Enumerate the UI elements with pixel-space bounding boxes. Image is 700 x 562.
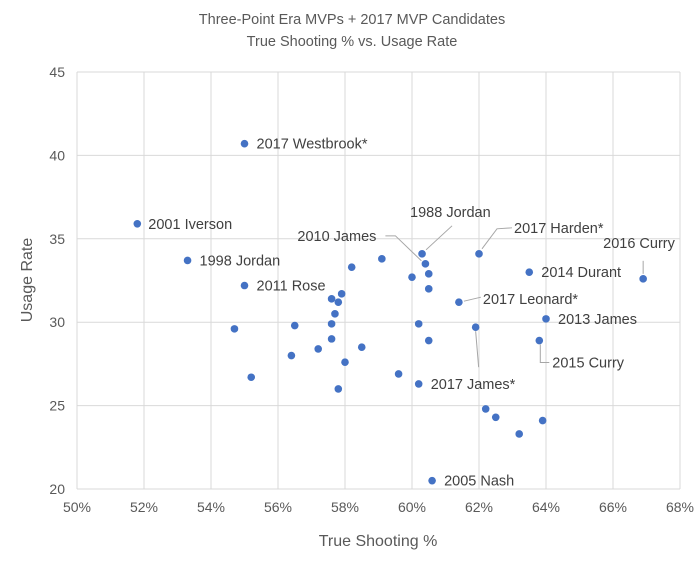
- data-point: [475, 250, 483, 258]
- data-point: [542, 315, 550, 323]
- point-label: 2015 Curry: [552, 356, 624, 372]
- data-point: [240, 139, 249, 148]
- x-tick-label: 66%: [599, 499, 627, 515]
- data-point: [424, 285, 433, 293]
- point-label: 2016 Curry: [603, 236, 675, 252]
- data-point: [428, 476, 436, 485]
- data-point: [378, 255, 386, 263]
- point-label: 2017 Leonard*: [483, 292, 578, 308]
- data-point: [414, 320, 423, 328]
- data-point: [421, 260, 430, 268]
- data-point: [314, 345, 323, 353]
- data-point: [240, 281, 249, 290]
- x-tick-label: 68%: [666, 499, 694, 515]
- y-axis-label: Usage Rate: [19, 238, 36, 323]
- x-tick-label: 50%: [63, 499, 91, 515]
- y-tick-label: 35: [49, 231, 65, 247]
- chart-subtitle: True Shooting % vs. Usage Rate: [247, 34, 458, 50]
- data-point: [327, 295, 336, 303]
- data-point: [424, 270, 433, 278]
- point-label: 2011 Rose: [257, 279, 326, 295]
- data-point: [334, 385, 343, 393]
- point-label: 2017 Westbrook*: [257, 137, 368, 153]
- x-tick-label: 64%: [532, 499, 560, 515]
- data-point: [334, 298, 343, 306]
- x-tick-label: 62%: [465, 499, 493, 515]
- data-point: [331, 310, 339, 318]
- x-axis-label: True Shooting %: [319, 533, 438, 550]
- x-tick-label: 52%: [130, 499, 158, 515]
- point-label: 2017 James*: [431, 377, 516, 393]
- data-point: [133, 219, 142, 228]
- data-point: [337, 290, 346, 298]
- data-point: [341, 358, 349, 367]
- point-label: 2017 Harden*: [514, 221, 604, 237]
- label-leader-line: [481, 227, 513, 250]
- data-point: [535, 336, 544, 345]
- data-point: [183, 256, 192, 265]
- data-point: [525, 268, 534, 276]
- data-point: [418, 250, 426, 258]
- data-point: [327, 335, 336, 343]
- x-tick-label: 58%: [331, 499, 359, 515]
- data-point: [290, 321, 299, 330]
- y-tick-label: 40: [49, 147, 65, 163]
- point-label: 1998 Jordan: [200, 253, 281, 269]
- label-leader-line: [385, 235, 422, 262]
- data-point: [481, 405, 490, 413]
- data-point: [287, 351, 296, 360]
- data-point: [424, 336, 433, 345]
- x-tick-label: 60%: [398, 499, 426, 515]
- data-point: [408, 273, 416, 281]
- point-label: 2005 Nash: [444, 474, 514, 490]
- point-label: 2010 James: [297, 229, 376, 245]
- data-point: [471, 323, 480, 332]
- data-point: [347, 263, 356, 271]
- data-point: [639, 275, 647, 283]
- label-leader-line: [539, 344, 550, 364]
- data-point: [230, 325, 239, 333]
- data-point: [394, 370, 403, 378]
- point-label: 2001 Iverson: [148, 217, 232, 233]
- data-point: [357, 343, 366, 352]
- data-point: [491, 413, 500, 422]
- y-tick-label: 45: [49, 64, 65, 80]
- label-leader-line: [425, 225, 453, 251]
- label-leader-line: [463, 296, 482, 302]
- point-label: 1988 Jordan: [410, 205, 491, 221]
- y-tick-label: 20: [49, 481, 65, 497]
- x-tick-label: 56%: [264, 499, 292, 515]
- y-tick-label: 30: [49, 314, 65, 330]
- label-leader-line: [475, 331, 480, 368]
- data-point: [538, 416, 547, 425]
- data-point: [515, 430, 523, 438]
- data-point: [247, 373, 255, 382]
- point-label: 2014 Durant: [541, 265, 621, 281]
- data-point: [414, 380, 423, 388]
- data-point: [327, 320, 336, 328]
- y-tick-label: 25: [49, 398, 65, 414]
- chart-title: Three-Point Era MVPs + 2017 MVP Candidat…: [199, 12, 505, 28]
- data-point: [455, 298, 463, 306]
- x-tick-label: 54%: [197, 499, 225, 515]
- point-label: 2013 James: [558, 312, 637, 328]
